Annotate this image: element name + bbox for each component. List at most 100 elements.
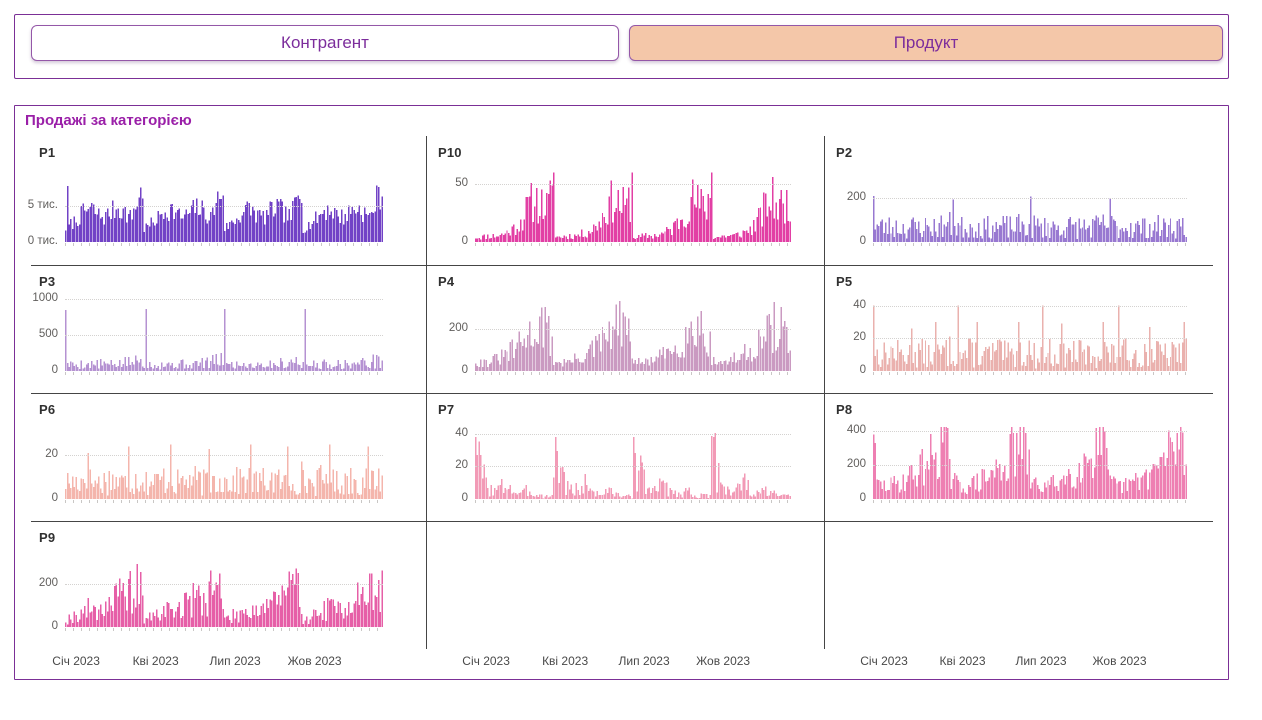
y-axis-tick-label: 40 <box>426 427 468 439</box>
y-axis-tick-label: 500 <box>15 328 58 340</box>
y-axis-tick-label: 0 <box>426 235 468 247</box>
x-axis-tickmarks <box>65 243 383 246</box>
panel-title: Продажі за категорією <box>25 112 192 129</box>
x-axis-tickmarks <box>475 372 791 375</box>
y-axis-tick-label: 400 <box>824 424 866 436</box>
chart-plot-P3[interactable] <box>65 299 383 371</box>
dotted-gridline <box>65 299 383 300</box>
y-axis-tick-label: 20 <box>426 459 468 471</box>
chart-plot-P1[interactable] <box>65 170 383 242</box>
small-multiple-P4: P42000 <box>426 265 824 393</box>
chart-plot-P8[interactable] <box>873 427 1187 499</box>
bars-series <box>873 299 1187 371</box>
y-axis-tick-label: 200 <box>824 458 866 470</box>
x-axis-label: Кві 2023 <box>133 654 179 668</box>
chart-title: P2 <box>836 145 852 160</box>
x-axis-label: Лип 2023 <box>210 654 261 668</box>
small-multiple-P7: P7 40 20 0 <box>426 393 824 521</box>
chart-plot-P9[interactable] <box>65 555 383 627</box>
dotted-gridline <box>65 455 383 456</box>
chart-plot-P2[interactable] <box>873 170 1187 242</box>
chart-plot-P6[interactable] <box>65 427 383 499</box>
y-axis-tick-label: 0 <box>15 620 58 632</box>
chart-title: P6 <box>39 402 55 417</box>
dashboard-page: Контрагент Продукт Продажі за категорією… <box>0 0 1262 720</box>
x-axis-tickmarks <box>65 500 383 503</box>
chart-plot-P4[interactable] <box>475 299 791 371</box>
x-axis-label: Жов 2023 <box>1092 654 1146 668</box>
x-axis-tickmarks <box>65 628 383 631</box>
y-axis-tick-label: 200 <box>824 191 866 203</box>
dotted-gridline <box>475 329 791 330</box>
dotted-gridline <box>873 198 1187 199</box>
chart-title: P8 <box>836 402 852 417</box>
dotted-gridline <box>475 466 791 467</box>
y-axis-tick-label: 0 <box>426 364 468 376</box>
x-axis-tickmarks <box>873 243 1187 246</box>
chart-plot-P5[interactable] <box>873 299 1187 371</box>
filter-button-product[interactable]: Продукт <box>629 25 1223 61</box>
x-axis-label: Кві 2023 <box>542 654 588 668</box>
x-axis-label: Кві 2023 <box>939 654 985 668</box>
dotted-gridline <box>475 434 791 435</box>
chart-plot-P7[interactable] <box>475 427 791 499</box>
small-multiple-P10: P10500 <box>426 136 824 264</box>
x-axis-tickmarks <box>475 243 791 246</box>
chart-title: P1 <box>39 145 55 160</box>
x-axis-label: Жов 2023 <box>696 654 750 668</box>
small-multiple-P5: P5 40 20 0 <box>824 265 1230 393</box>
small-multiple-P3: P310005000 <box>15 265 426 393</box>
filter-button-counterparty[interactable]: Контрагент <box>31 25 619 61</box>
chart-plot-P10[interactable] <box>475 170 791 242</box>
dotted-gridline <box>873 465 1187 466</box>
small-multiple-P8: P8 400 200 0 <box>824 393 1230 521</box>
x-axis-label: Лип 2023 <box>619 654 670 668</box>
dotted-gridline <box>65 206 383 207</box>
bars-series <box>65 427 383 499</box>
small-multiple-P2: P2 200 0 <box>824 136 1230 264</box>
sales-by-category-panel: Продажі за категорією P15 тис.0 тис.P105… <box>14 105 1229 680</box>
dotted-gridline <box>873 306 1187 307</box>
chart-title: P10 <box>438 145 462 160</box>
bars-series <box>475 427 791 499</box>
bars-series <box>65 555 383 627</box>
x-axis-label: Січ 2023 <box>462 654 510 668</box>
y-axis-tick-label: 0 <box>824 492 866 504</box>
x-axis-tickmarks <box>475 500 791 503</box>
dotted-gridline <box>65 335 383 336</box>
x-axis-label: Січ 2023 <box>52 654 100 668</box>
dotted-gridline <box>873 338 1187 339</box>
x-axis-labels: Січ 2023Кві 2023Лип 2023Жов 2023 <box>873 654 1187 670</box>
y-axis-tick-label: 20 <box>15 448 58 460</box>
y-axis-tick-label: 0 тис. <box>15 235 58 247</box>
filter-bar: Контрагент Продукт <box>14 14 1229 79</box>
y-axis-tick-label: 0 <box>824 364 866 376</box>
chart-title: P5 <box>836 274 852 289</box>
bars-series <box>873 170 1187 242</box>
y-axis-tick-label: 200 <box>15 577 58 589</box>
x-axis-tickmarks <box>873 372 1187 375</box>
y-axis-tick-label: 0 <box>824 235 866 247</box>
x-axis-label: Жов 2023 <box>288 654 342 668</box>
y-axis-tick-label: 40 <box>824 299 866 311</box>
dotted-gridline <box>873 431 1187 432</box>
x-axis-labels: Січ 2023Кві 2023Лип 2023Жов 2023 <box>475 654 791 670</box>
chart-title: P9 <box>39 530 55 545</box>
x-axis-labels: Січ 2023Кві 2023Лип 2023Жов 2023 <box>65 654 383 670</box>
y-axis-tick-label: 0 <box>426 492 468 504</box>
y-axis-tick-label: 0 <box>15 364 58 376</box>
chart-title: P7 <box>438 402 454 417</box>
small-multiple-P6: P6 20 0 <box>15 393 426 521</box>
bars-series <box>873 427 1187 499</box>
dotted-gridline <box>65 584 383 585</box>
y-axis-tick-label: 20 <box>824 331 866 343</box>
x-axis-label: Січ 2023 <box>860 654 908 668</box>
x-axis-tickmarks <box>873 500 1187 503</box>
y-axis-tick-label: 200 <box>426 322 468 334</box>
dotted-gridline <box>475 184 791 185</box>
x-axis-label: Лип 2023 <box>1015 654 1066 668</box>
bars-series <box>475 170 791 242</box>
small-multiple-P1: P15 тис.0 тис. <box>15 136 426 264</box>
y-axis-tick-label: 0 <box>15 492 58 504</box>
chart-title: P3 <box>39 274 55 289</box>
